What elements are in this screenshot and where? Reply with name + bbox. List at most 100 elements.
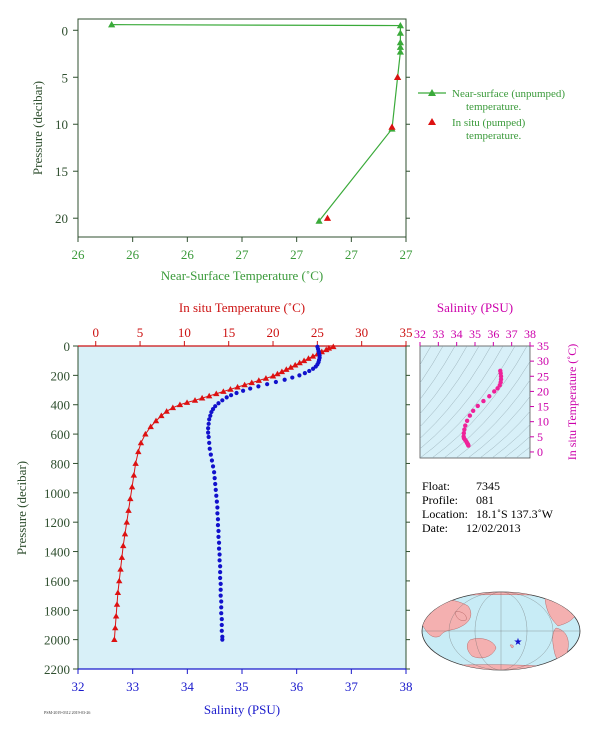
- temperature-point: [114, 589, 122, 596]
- profile-y-tick-label: 0: [64, 339, 71, 354]
- ts-x-tick-label: 37: [506, 327, 518, 341]
- salinity-point: [206, 426, 211, 431]
- near-surface-panel: 0 5 10 15 20 26 26 26 27 27 27 27 Pressure (deciba…: [30, 18, 565, 283]
- temperature-point: [330, 343, 337, 350]
- profile-y-tick-label: 1600: [44, 574, 70, 589]
- temperature-point: [125, 507, 132, 513]
- salinity-point: [216, 540, 222, 545]
- profile-y-tick-label: 600: [51, 427, 71, 442]
- ns-y-tick-label: 0: [62, 23, 69, 38]
- profile-temperature-tick-label: 10: [178, 325, 191, 340]
- ns-unpumped-point: [315, 217, 323, 224]
- profile-salinity-tick-label: 33: [126, 679, 139, 694]
- profile-salinity-tick-label: 36: [290, 679, 304, 694]
- temperature-point: [248, 379, 255, 386]
- ns-pumped-point: [323, 214, 332, 221]
- profile-temperature-tick-label: 15: [222, 325, 235, 340]
- profile-temperature-tick-label: 0: [92, 325, 99, 340]
- profile-y-tick-label: 1000: [44, 486, 70, 501]
- salinity-point: [214, 499, 219, 504]
- profile-plot-area: [77, 345, 407, 670]
- profile-temperature-tick-label: 5: [137, 325, 144, 340]
- temperature-point: [111, 636, 118, 643]
- temperature-point: [183, 399, 191, 405]
- salinity-point: [220, 637, 225, 642]
- salinity-point: [207, 446, 212, 451]
- temperature-point: [287, 364, 294, 370]
- ns-unpumped-point: [396, 29, 404, 36]
- ns-y-tick-label: 5: [62, 70, 69, 85]
- ts-y-tick-label: 20: [537, 384, 549, 398]
- ts-density-contour: [503, 436, 530, 458]
- profile-bottom-axis-label: Salinity (PSU): [204, 702, 280, 717]
- ts-y-axis-label: In situ Temperature (˚C): [565, 344, 579, 461]
- temperature-point: [142, 430, 149, 437]
- temperature-point: [112, 612, 120, 619]
- temperature-point: [169, 404, 177, 411]
- ns-y-tick-label: 10: [55, 117, 68, 132]
- temperature-point: [274, 370, 281, 377]
- ts-y-tick-label: 5: [537, 430, 543, 444]
- salinity-point: [215, 505, 220, 510]
- ts-y-tick-label: 25: [537, 369, 549, 383]
- ts-density-contour: [479, 411, 530, 458]
- temperature-point: [137, 439, 145, 446]
- ts-density-contour: [420, 346, 480, 427]
- profile-temperature-tick-label: 20: [267, 325, 280, 340]
- profile-salinity-tick-label: 37: [345, 679, 359, 694]
- ts-x-tick-label: 38: [524, 327, 536, 341]
- ts-x-tick-label: 33: [432, 327, 444, 341]
- salinity-point: [214, 493, 219, 498]
- legend-unpumped-marker: [428, 89, 436, 96]
- ts-salinity-ticks: 32 33 34 35 36 37 38: [414, 327, 536, 346]
- ts-point: [497, 383, 502, 388]
- temperature-point: [152, 417, 160, 424]
- temperature-point: [291, 361, 299, 368]
- salinity-point: [215, 511, 220, 516]
- salinity-point: [256, 384, 261, 389]
- temperature-point: [296, 359, 303, 366]
- salinity-point: [213, 487, 218, 492]
- profile-y-tick-label: 1400: [44, 545, 70, 560]
- salinity-point: [218, 581, 223, 586]
- ts-title: Salinity (PSU): [437, 300, 513, 315]
- legend-pumped-label: In situ (pumped) temperature.: [452, 117, 526, 142]
- float-label: Float:: [422, 479, 450, 493]
- ns-x-tick-label: 27: [236, 247, 250, 262]
- profile-panel: 0200400600800100012001400160018002000220…: [14, 300, 413, 717]
- profile-y-tick-label: 1200: [44, 515, 70, 530]
- ts-density-contour: [467, 396, 530, 458]
- ts-density-contour: [515, 446, 530, 458]
- salinity-point: [218, 564, 223, 569]
- footer-tiny-text: PSM-2019-0312 2019-03-26: [44, 710, 90, 715]
- salinity-point: [208, 413, 213, 418]
- ts-density-contour: [455, 379, 530, 458]
- profile-salinity-tick-label: 32: [72, 679, 85, 694]
- salinity-point: [219, 616, 224, 622]
- temperature-point: [309, 353, 317, 359]
- profile-top-axis-label: In situ Temperature (˚C): [179, 300, 305, 315]
- ns-unpumped-point: [396, 48, 404, 55]
- salinity-point: [310, 366, 316, 371]
- near-surface-y-axis-label: Pressure (decibar): [30, 81, 45, 175]
- near-surface-legend: Near-surface (unpumped) temperature. In s…: [418, 88, 565, 142]
- salinity-point: [216, 401, 221, 406]
- ts-point: [466, 443, 471, 448]
- salinity-point: [212, 476, 217, 481]
- salinity-point: [282, 377, 287, 382]
- salinity-point: [219, 622, 224, 628]
- salinity-point: [240, 388, 246, 393]
- ts-plot-area: [419, 345, 531, 459]
- salinity-point: [228, 393, 234, 398]
- temperature-point: [241, 381, 248, 388]
- ns-pumped-point: [393, 73, 402, 80]
- salinity-point: [207, 417, 212, 422]
- float-location-star-icon: ★: [514, 637, 523, 648]
- temperature-point: [227, 386, 234, 392]
- temperature-point: [116, 577, 123, 584]
- ns-y-tick-label: 15: [55, 164, 68, 179]
- profile-salinity-ticks: 32 33 34 35 36 37 38: [72, 669, 413, 694]
- temperature-point: [323, 346, 330, 353]
- ns-x-tick-label: 26: [181, 247, 195, 262]
- temperature-point: [128, 483, 136, 490]
